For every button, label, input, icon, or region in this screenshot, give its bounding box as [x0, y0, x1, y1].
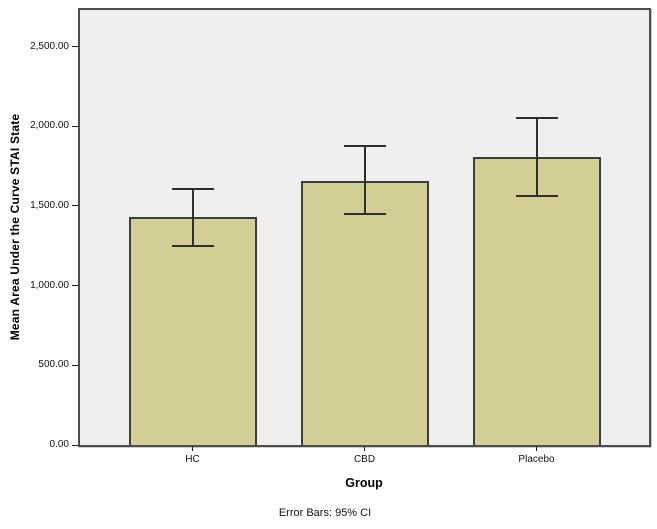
- y-tick-mark: [72, 285, 78, 287]
- plot-area: [78, 8, 651, 447]
- y-axis-title: Mean Area Under the Curve STAI State: [8, 113, 22, 341]
- y-tick-mark: [72, 205, 78, 207]
- plot-inner-area: [80, 10, 649, 445]
- error-bar-line-cbd: [363, 145, 366, 215]
- bar-placebo: [472, 157, 601, 445]
- error-bar-cap-bottom-cbd: [343, 212, 386, 215]
- x-axis-title: Group: [345, 476, 383, 490]
- error-bar-line-placebo: [535, 116, 538, 198]
- error-bar-cap-top-placebo: [515, 116, 558, 119]
- error-bar-cap-bottom-hc: [171, 244, 214, 247]
- x-tick-mark: [364, 447, 365, 451]
- error-bar-cap-bottom-placebo: [515, 195, 558, 198]
- bar-hc: [128, 217, 257, 445]
- y-tick-mark: [72, 46, 78, 48]
- y-tick-label: 1,000.00: [30, 279, 69, 291]
- y-tick-mark: [72, 125, 78, 127]
- x-tick-label-hc: HC: [185, 454, 200, 465]
- y-tick-label: 1,500.00: [30, 199, 69, 211]
- error-bar-line-hc: [191, 187, 194, 247]
- y-tick-label: 500.00: [38, 359, 69, 371]
- error-bars-caption: Error Bars: 95% CI: [278, 507, 372, 519]
- y-tick-mark: [72, 444, 78, 446]
- y-tick-label: 2,500.00: [30, 40, 69, 52]
- y-tick-label: 2,000.00: [30, 120, 69, 132]
- x-tick-label-cbd: CBD: [353, 454, 376, 465]
- bar-cbd: [300, 181, 429, 445]
- x-tick-mark: [536, 447, 537, 451]
- error-bar-cap-top-cbd: [343, 145, 386, 148]
- error-bar-cap-top-hc: [171, 187, 214, 190]
- x-tick-label-placebo: Placebo: [518, 454, 555, 465]
- y-tick-mark: [72, 364, 78, 366]
- x-tick-mark: [192, 447, 193, 451]
- y-tick-label: 0.00: [49, 439, 69, 450]
